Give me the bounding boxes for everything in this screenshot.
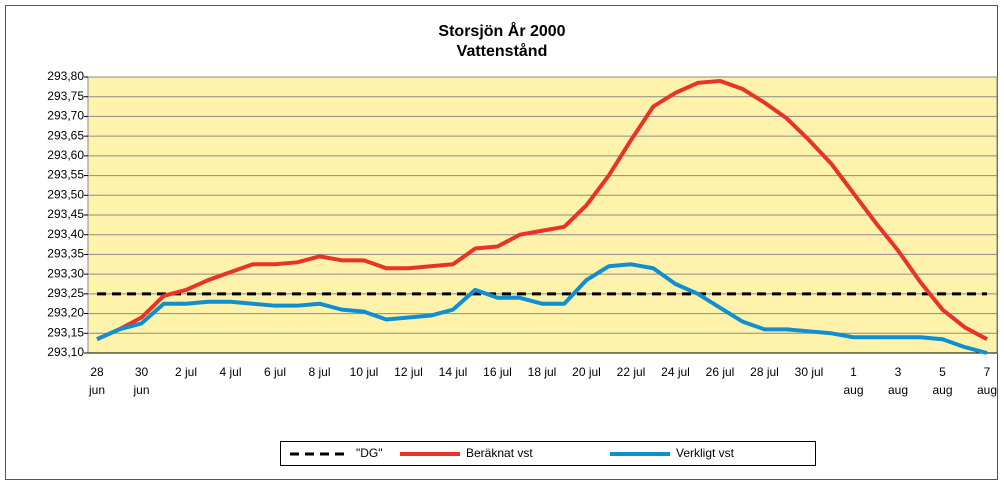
y-tick-label: 293,65: [47, 128, 84, 142]
y-tick-label: 293,40: [47, 227, 84, 241]
x-tick-label: 20 jul: [572, 365, 601, 379]
y-tick-label: 293,25: [47, 286, 84, 300]
legend-label: Beräknat vst: [466, 446, 533, 460]
x-tick-label: 3 aug: [888, 365, 908, 397]
x-tick-label: 7 aug: [977, 365, 997, 397]
x-tick-label: 4 jul: [219, 365, 241, 379]
y-tick-label: 293,10: [47, 345, 84, 359]
x-tick-label: 18 jul: [528, 365, 557, 379]
y-tick-label: 293,55: [47, 168, 84, 182]
x-tick-label: 8 jul: [308, 365, 330, 379]
x-tick-label: 24 jul: [661, 365, 690, 379]
x-tick-label: 14 jul: [439, 365, 468, 379]
chart-subtitle: Vattenstånd: [457, 42, 548, 60]
x-tick-label: 26 jul: [706, 365, 735, 379]
x-tick-label: 12 jul: [394, 365, 423, 379]
y-tick-label: 293,70: [47, 109, 84, 123]
x-tick-label: 6 jul: [264, 365, 286, 379]
y-tick-label: 293,60: [47, 148, 84, 162]
y-tick-label: 293,30: [47, 266, 84, 280]
y-tick-label: 293,15: [47, 325, 84, 339]
series-line: [96, 78, 988, 342]
x-tick-label: 30 jun: [132, 365, 149, 397]
y-tick-label: 293,75: [47, 89, 84, 103]
x-tick-label: 1 aug: [843, 365, 863, 397]
y-tick-label: 293,35: [47, 247, 84, 261]
x-tick-label: 28 jun: [88, 365, 105, 397]
series-line: [96, 262, 988, 355]
legend-box: [280, 441, 816, 466]
x-tick-label: 30 jul: [795, 365, 824, 379]
y-tick-label: 293,50: [47, 187, 84, 201]
x-tick-label: 5 aug: [932, 365, 952, 397]
x-tick-label: 2 jul: [175, 365, 197, 379]
y-tick-label: 293,80: [47, 69, 84, 83]
y-tick-label: 293,45: [47, 207, 84, 221]
legend-label: "DG": [356, 446, 383, 460]
x-tick-label: 16 jul: [483, 365, 512, 379]
x-tick-label: 28 jul: [750, 365, 779, 379]
x-tick-label: 10 jul: [350, 365, 379, 379]
y-tick-label: 293,20: [47, 306, 84, 320]
legend-label: Verkligt vst: [676, 446, 735, 460]
x-tick-label: 22 jul: [617, 365, 646, 379]
chart-title: Storsjön År 2000: [438, 21, 565, 40]
